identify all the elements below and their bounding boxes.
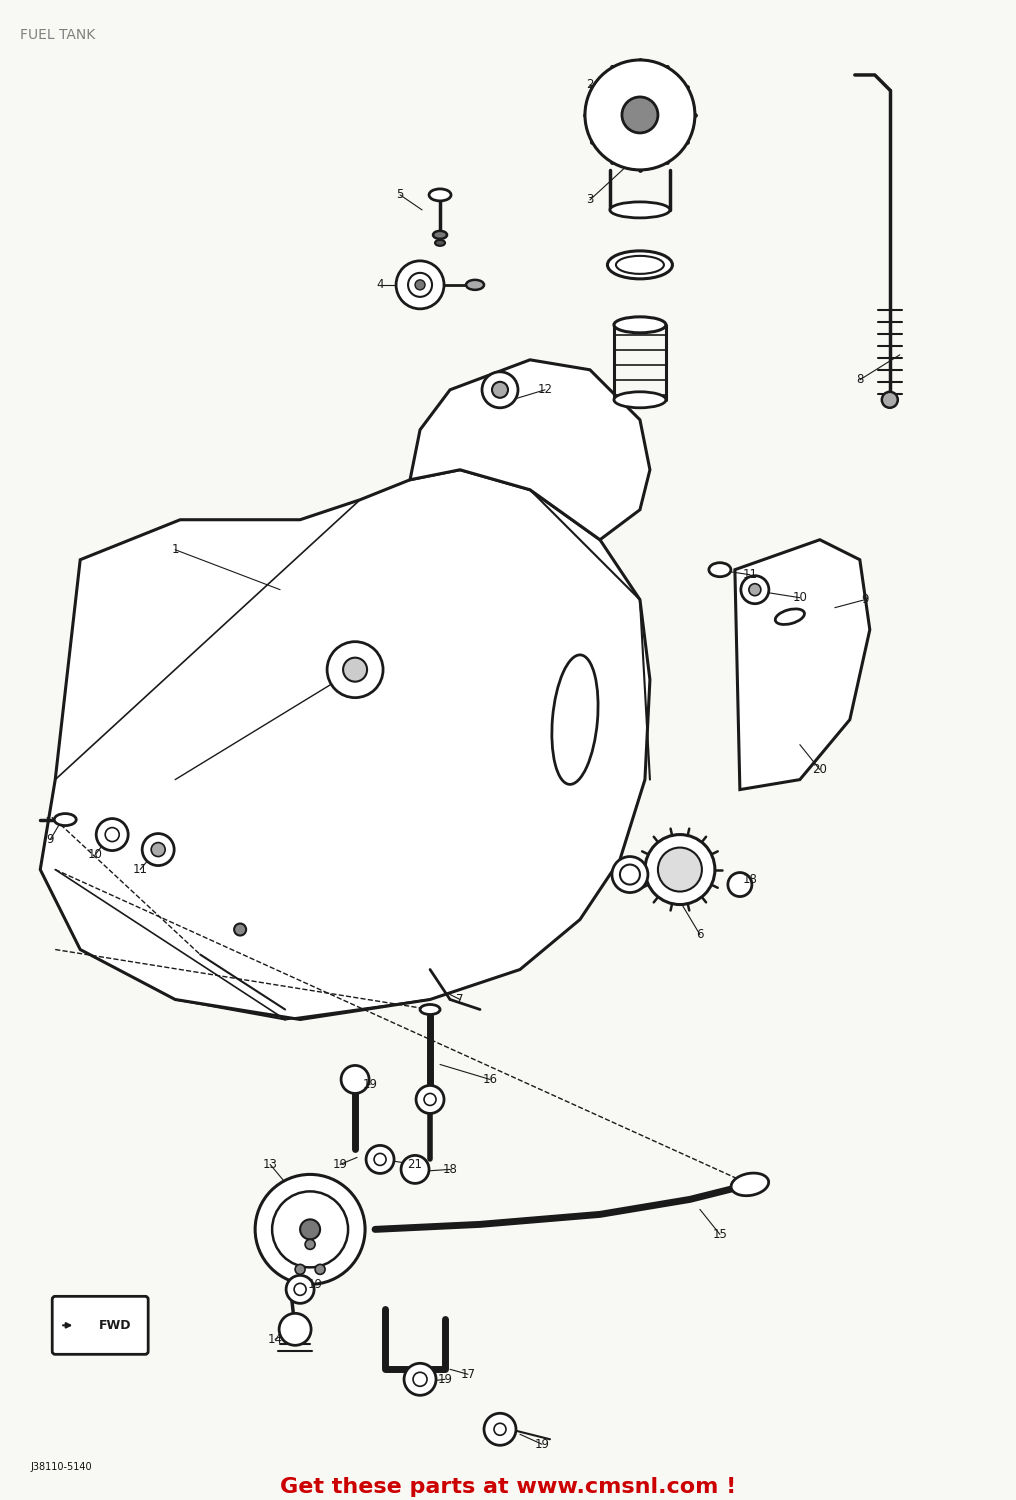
- Text: 11: 11: [743, 568, 757, 580]
- Text: 13: 13: [263, 1158, 277, 1172]
- Text: 16: 16: [483, 1072, 498, 1086]
- Ellipse shape: [552, 656, 598, 784]
- Circle shape: [494, 1424, 506, 1436]
- Text: 21: 21: [407, 1158, 423, 1172]
- Circle shape: [482, 372, 518, 408]
- Circle shape: [424, 1094, 436, 1106]
- Circle shape: [272, 1191, 348, 1268]
- Text: FUEL TANK: FUEL TANK: [20, 28, 96, 42]
- Text: 19: 19: [438, 1372, 452, 1386]
- Text: 3: 3: [586, 194, 593, 207]
- Text: 14: 14: [267, 1334, 282, 1346]
- Ellipse shape: [54, 813, 76, 825]
- Text: 9: 9: [47, 833, 54, 846]
- Text: FWD: FWD: [99, 1318, 131, 1332]
- Circle shape: [620, 864, 640, 885]
- Ellipse shape: [732, 1173, 769, 1196]
- Text: 5: 5: [396, 189, 403, 201]
- Text: Get these parts at www.cmsnl.com !: Get these parts at www.cmsnl.com !: [279, 1478, 737, 1497]
- Circle shape: [645, 834, 715, 904]
- Circle shape: [315, 1264, 325, 1275]
- Ellipse shape: [610, 202, 670, 217]
- Circle shape: [327, 642, 383, 698]
- Text: 11: 11: [133, 862, 147, 876]
- Circle shape: [749, 584, 761, 596]
- Text: 20: 20: [813, 764, 827, 776]
- Circle shape: [151, 843, 166, 856]
- Circle shape: [658, 847, 702, 891]
- Circle shape: [279, 1314, 311, 1346]
- Circle shape: [295, 1264, 305, 1275]
- Circle shape: [416, 280, 425, 290]
- Circle shape: [404, 1364, 436, 1395]
- Circle shape: [484, 1413, 516, 1446]
- Text: 4: 4: [376, 279, 384, 291]
- Ellipse shape: [429, 189, 451, 201]
- Text: 19: 19: [332, 1158, 347, 1172]
- Text: 12: 12: [537, 384, 553, 396]
- Circle shape: [255, 1174, 365, 1284]
- Ellipse shape: [435, 240, 445, 246]
- Circle shape: [97, 819, 128, 850]
- Circle shape: [396, 261, 444, 309]
- Text: 7: 7: [456, 993, 463, 1006]
- Circle shape: [408, 273, 432, 297]
- Polygon shape: [410, 360, 650, 540]
- Circle shape: [294, 1284, 306, 1296]
- Circle shape: [305, 1239, 315, 1250]
- Circle shape: [416, 1086, 444, 1113]
- Ellipse shape: [614, 392, 665, 408]
- Polygon shape: [41, 470, 650, 1020]
- Text: 2: 2: [586, 78, 593, 92]
- Ellipse shape: [709, 562, 731, 576]
- Text: 19: 19: [534, 1438, 550, 1450]
- Circle shape: [300, 1220, 320, 1239]
- Circle shape: [882, 392, 898, 408]
- Text: 17: 17: [460, 1368, 475, 1382]
- Circle shape: [401, 1155, 429, 1184]
- Circle shape: [366, 1146, 394, 1173]
- Circle shape: [612, 856, 648, 892]
- Text: 8: 8: [856, 374, 864, 387]
- Text: 19: 19: [308, 1278, 323, 1292]
- Text: 10: 10: [87, 847, 103, 861]
- Circle shape: [585, 60, 695, 170]
- Circle shape: [341, 1065, 369, 1094]
- Ellipse shape: [616, 256, 663, 274]
- Circle shape: [374, 1154, 386, 1166]
- Text: 1: 1: [172, 543, 179, 556]
- Circle shape: [492, 382, 508, 398]
- Circle shape: [622, 98, 658, 134]
- Text: 9: 9: [862, 592, 869, 606]
- Circle shape: [727, 873, 752, 897]
- Ellipse shape: [608, 251, 673, 279]
- Text: 18: 18: [743, 873, 757, 886]
- Circle shape: [142, 834, 174, 866]
- Text: J38110-5140: J38110-5140: [30, 1462, 91, 1473]
- Text: 19: 19: [363, 1078, 378, 1090]
- Ellipse shape: [420, 1005, 440, 1014]
- FancyBboxPatch shape: [52, 1296, 148, 1354]
- Text: 15: 15: [712, 1228, 727, 1240]
- Text: 6: 6: [696, 928, 704, 940]
- Text: 10: 10: [792, 591, 808, 604]
- Circle shape: [741, 576, 769, 603]
- Text: 18: 18: [443, 1162, 457, 1176]
- Ellipse shape: [614, 316, 665, 333]
- Circle shape: [414, 1372, 427, 1386]
- Polygon shape: [735, 540, 870, 789]
- Ellipse shape: [466, 280, 484, 290]
- Circle shape: [106, 828, 119, 842]
- Ellipse shape: [775, 609, 805, 624]
- Circle shape: [343, 657, 367, 681]
- Circle shape: [287, 1275, 314, 1304]
- Circle shape: [234, 924, 246, 936]
- Ellipse shape: [433, 231, 447, 238]
